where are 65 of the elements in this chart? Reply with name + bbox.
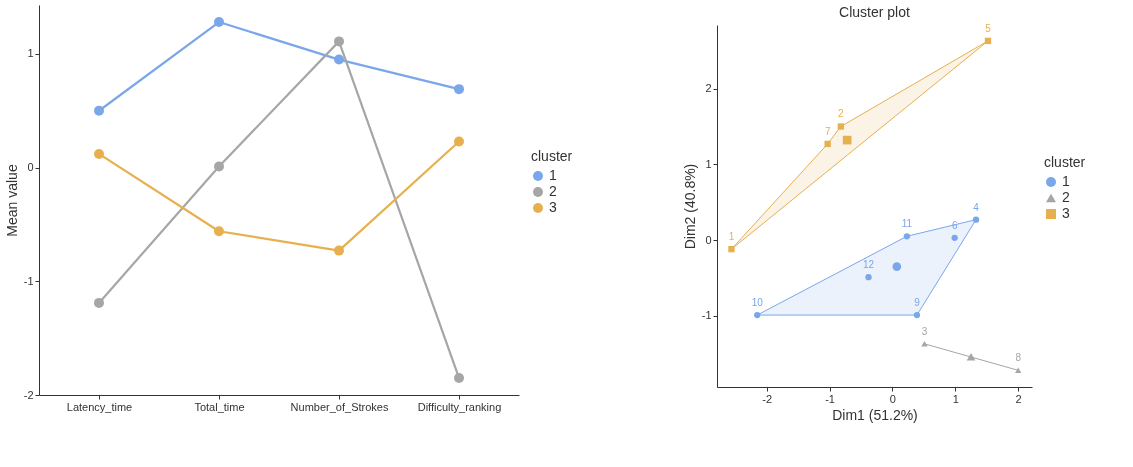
legend-label: 3 [549,199,557,215]
point [837,123,845,130]
annotation: 12 [862,259,875,271]
point [454,372,464,383]
legend-title: cluster [531,148,573,164]
legend-label: 3 [1062,205,1070,221]
annotation: 5 [985,22,992,34]
legend-label: 2 [1062,189,1070,205]
point [454,84,464,95]
point [334,36,344,47]
annotation: 7 [824,125,831,137]
point [1015,367,1022,374]
point [951,234,958,241]
x-tick-label: -2 [762,392,773,405]
legend-label: 1 [1062,173,1070,189]
y-tick-label: 1 [27,47,34,60]
y-tick-label: 2 [705,82,712,95]
annotation: 11 [901,218,913,230]
point [214,161,224,172]
x-axis-title: Dim1 (51.2%) [832,406,918,423]
point [972,216,980,223]
point [913,311,921,319]
legend-title: cluster [1044,154,1086,170]
x-tick-label: Difficulty_ranking [417,400,502,413]
y-tick-label: -1 [23,274,34,287]
point [334,245,344,256]
point [824,140,831,148]
annotation: 4 [973,201,980,213]
annotation: 9 [914,297,921,309]
chart-title: Cluster plot [839,3,911,20]
y-axis-title: Mean value [3,164,20,237]
x-tick-label: -1 [825,392,835,405]
point [865,274,872,281]
annotation: 2 [838,108,845,120]
point [892,262,902,271]
point [334,54,344,65]
x-tick-label: Total_time [194,400,245,413]
annotation: 10 [751,297,764,309]
point [984,37,992,45]
y-tick-label: 0 [27,161,34,174]
point [754,311,761,319]
point [454,136,464,147]
y-tick-label: -1 [701,309,712,322]
annotation: 3 [921,325,928,337]
y-tick-label: 1 [705,157,712,170]
x-tick-label: Latency_time [66,400,133,413]
point [921,341,928,347]
annotation: 1 [728,231,735,243]
legend-label: 1 [549,167,557,183]
point [214,226,224,237]
x-tick-label: 1 [952,392,959,405]
y-axis-title: Dim2 (40.8%) [681,163,698,250]
legend-label: 2 [549,183,557,199]
x-tick-label: 0 [889,392,896,405]
y-tick-label: 0 [705,233,712,246]
annotation: 6 [951,219,958,231]
x-tick-label: Number_of_Strokes [290,400,389,413]
point [94,297,104,308]
point [94,148,104,159]
annotation: 8 [1015,352,1022,364]
point [728,246,735,253]
point [214,17,224,28]
x-tick-label: 2 [1015,392,1022,405]
point [94,105,104,116]
point [903,233,911,240]
